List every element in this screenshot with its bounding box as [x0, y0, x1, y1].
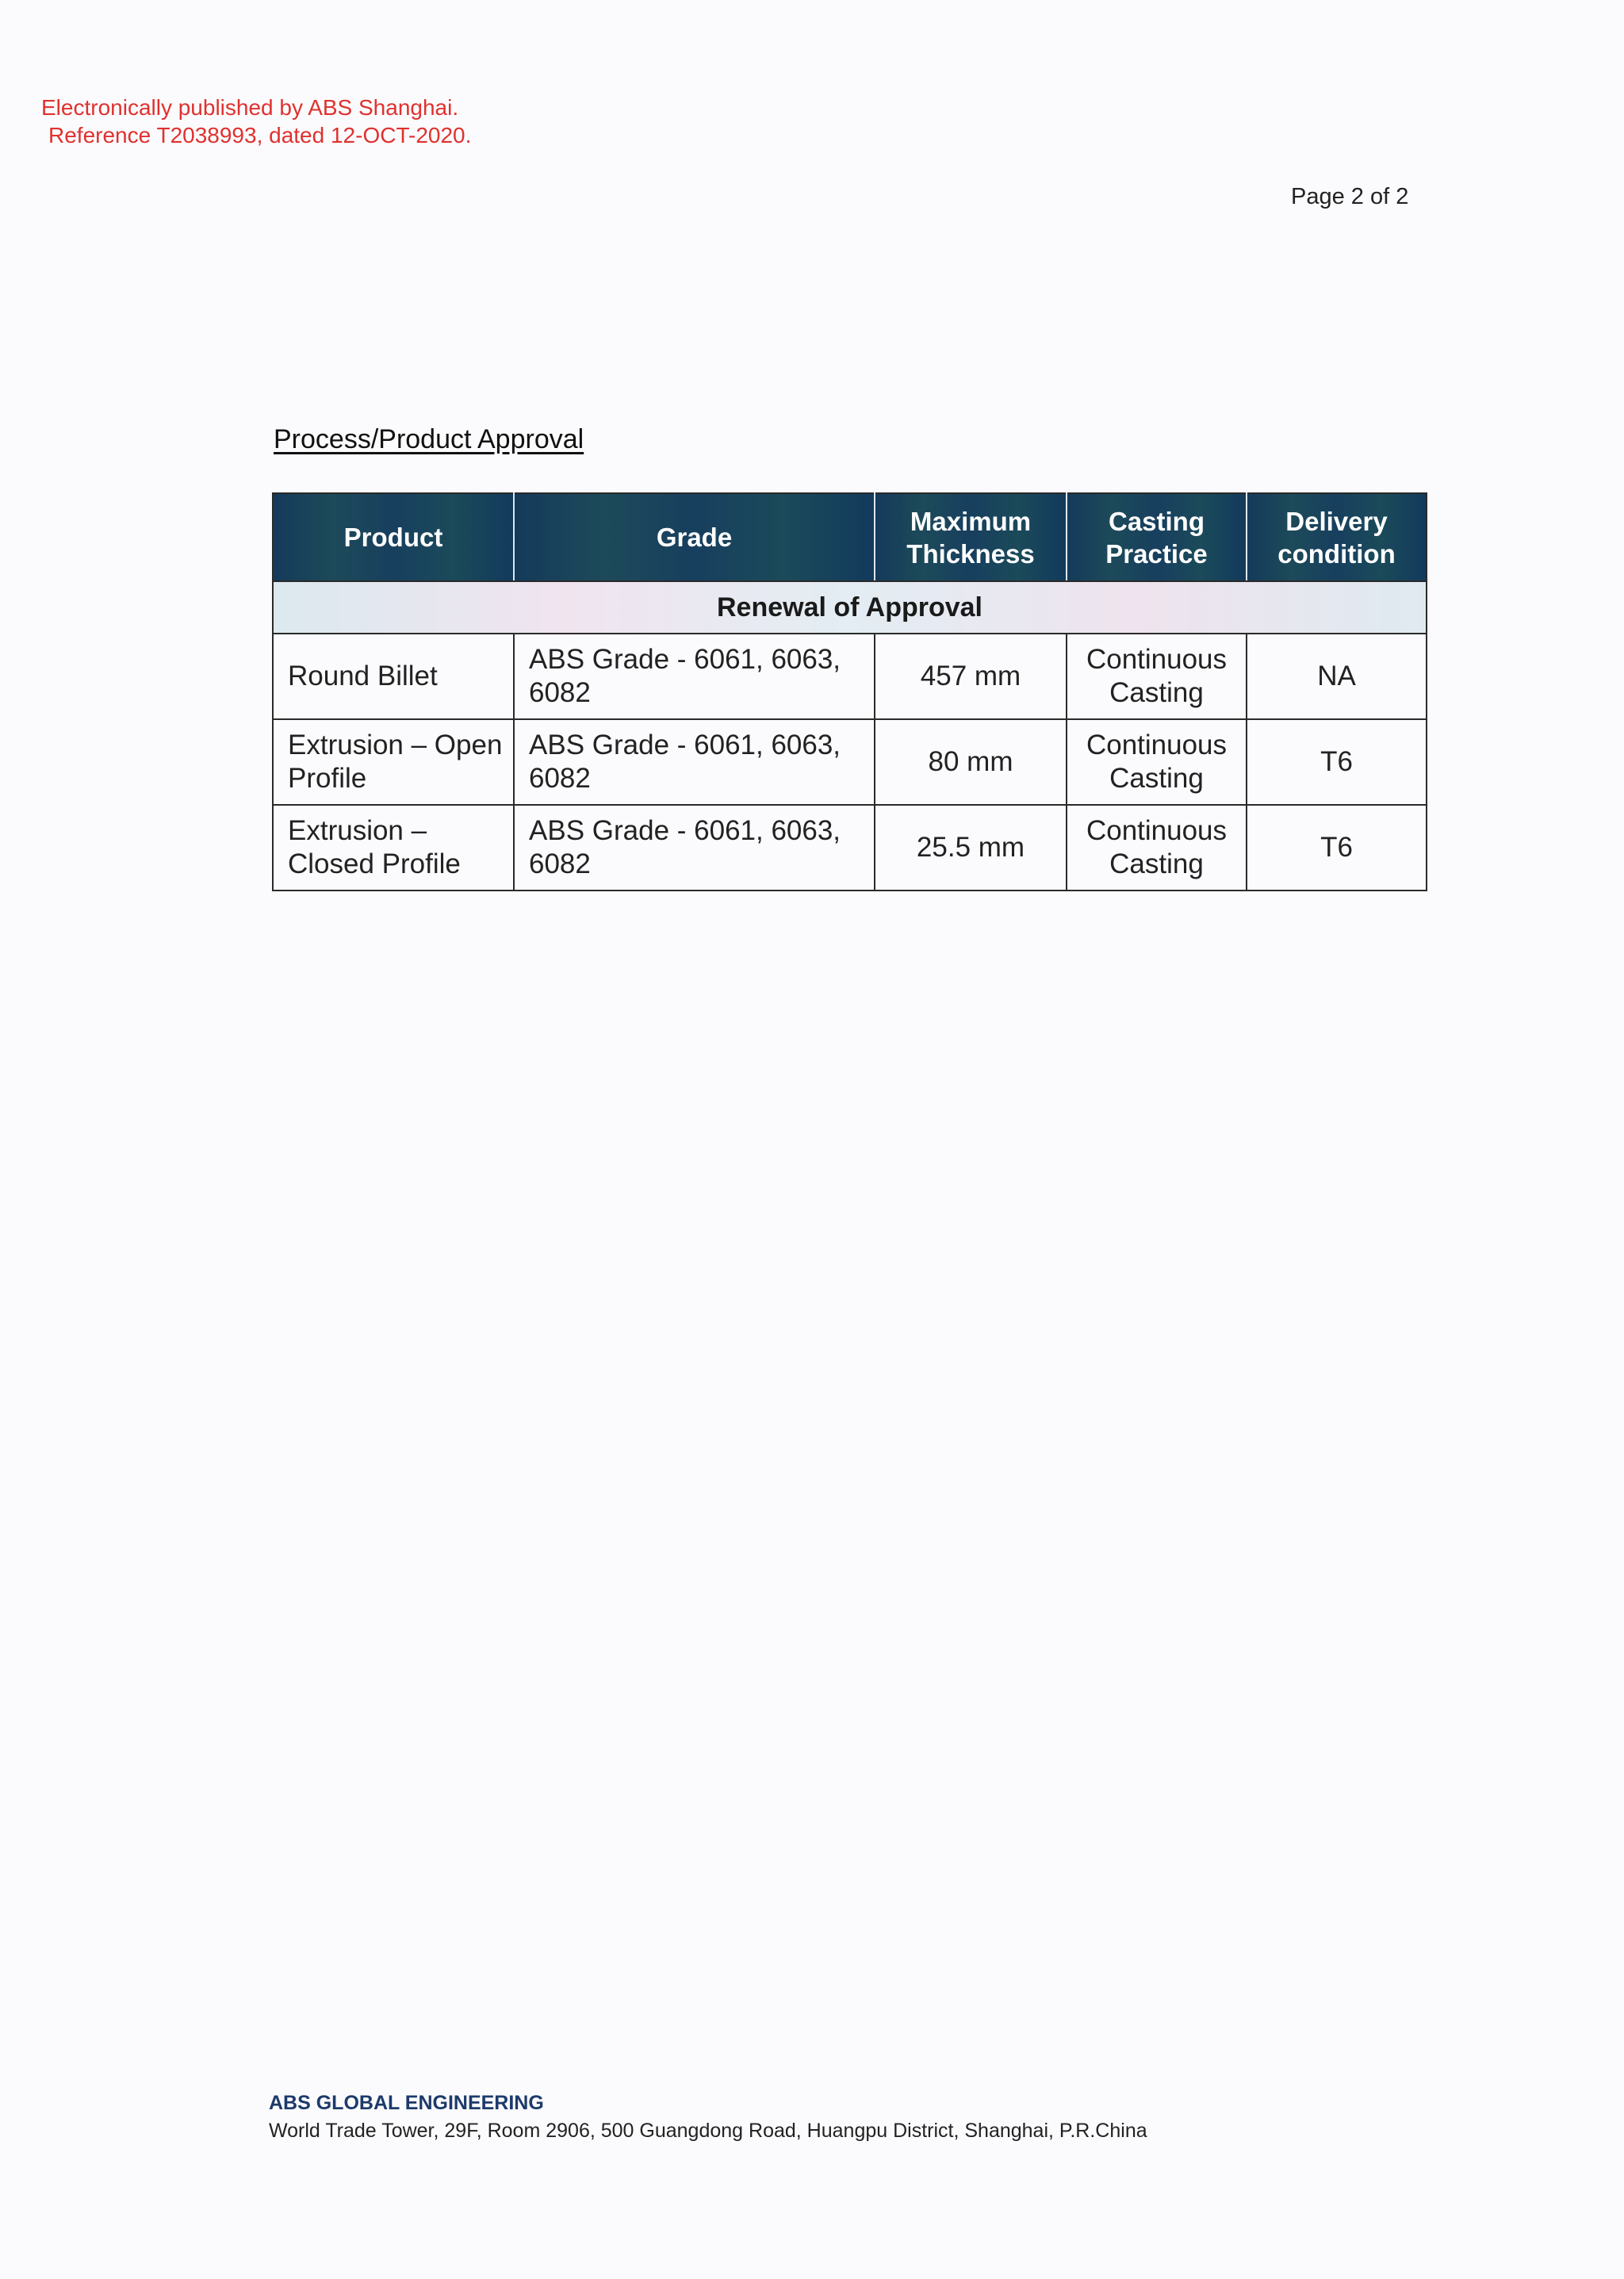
cell-casting: Continuous Casting	[1066, 718, 1247, 806]
cell-delivery: T6	[1246, 804, 1427, 891]
cell-product: Extrusion – Closed Profile	[272, 804, 515, 891]
table-row: Round Billet ABS Grade - 6061, 6063, 608…	[272, 633, 1427, 720]
approval-table: Product Grade Maximum Thickness Casting …	[272, 492, 1427, 891]
page-number: Page 2 of 2	[1291, 184, 1409, 209]
cell-product: Round Billet	[272, 633, 515, 720]
section-title: Process/Product Approval	[274, 424, 584, 454]
cell-thickness: 457 mm	[874, 633, 1067, 720]
cell-casting: Continuous Casting	[1066, 804, 1247, 891]
cell-casting: Continuous Casting	[1066, 633, 1247, 720]
table-row: Extrusion – Closed Profile ABS Grade - 6…	[272, 804, 1427, 891]
header-casting-practice: Casting Practice	[1066, 492, 1247, 582]
group-label: Renewal of Approval	[272, 580, 1427, 634]
cell-grade: ABS Grade - 6061, 6063, 6082	[513, 633, 875, 720]
header-maximum-thickness: Maximum Thickness	[874, 492, 1067, 582]
header-delivery-condition: Delivery condition	[1246, 492, 1427, 582]
cell-product: Extrusion – Open Profile	[272, 718, 515, 806]
footer-address: World Trade Tower, 29F, Room 2906, 500 G…	[269, 2120, 1147, 2142]
header-grade: Grade	[513, 492, 875, 582]
group-row: Renewal of Approval	[272, 580, 1427, 634]
footer: ABS GLOBAL ENGINEERING World Trade Tower…	[269, 2092, 1147, 2143]
stamp-line-1: Electronically published by ABS Shanghai…	[41, 95, 459, 120]
cell-thickness: 80 mm	[874, 718, 1067, 806]
cell-thickness: 25.5 mm	[874, 804, 1067, 891]
header-product: Product	[272, 492, 515, 582]
stamp-line-2: Reference T2038993, dated 12-OCT-2020.	[48, 123, 472, 147]
cell-delivery: NA	[1246, 633, 1427, 720]
table-header-row: Product Grade Maximum Thickness Casting …	[272, 492, 1427, 582]
footer-organization: ABS GLOBAL ENGINEERING	[269, 2092, 544, 2114]
cell-grade: ABS Grade - 6061, 6063, 6082	[513, 718, 875, 806]
electronic-publication-stamp: Electronically published by ABS Shanghai…	[41, 94, 471, 149]
cell-delivery: T6	[1246, 718, 1427, 806]
table-row: Extrusion – Open Profile ABS Grade - 606…	[272, 718, 1427, 806]
cell-grade: ABS Grade - 6061, 6063, 6082	[513, 804, 875, 891]
